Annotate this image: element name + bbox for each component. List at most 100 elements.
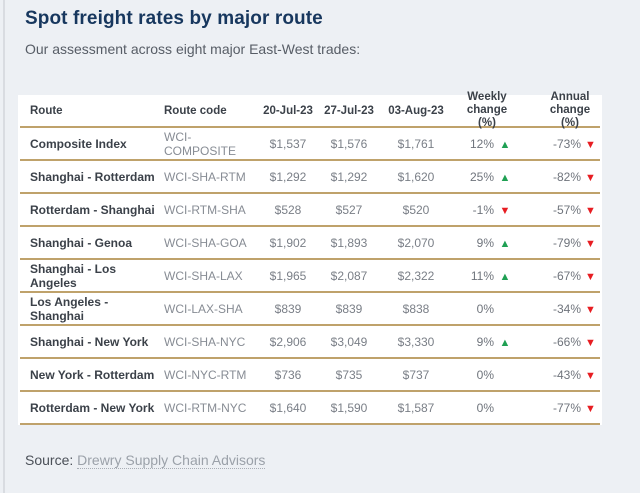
weekly-change-cell: 12% ▲ <box>450 135 516 153</box>
weekly-change-cell: 0% <box>450 302 516 316</box>
rate-27-jul-23: $1,292 <box>330 169 368 184</box>
down-triangle-icon: ▼ <box>499 204 511 217</box>
rate-03-aug-23: $1,620 <box>397 169 435 184</box>
annual-header-line1: Annual <box>550 91 590 103</box>
weekly-change-cell: 9% ▲ <box>450 333 516 351</box>
annual-change-value: -43% <box>552 367 581 382</box>
up-triangle-icon: ▲ <box>499 336 511 349</box>
rate-20-jul-23: $2,906 <box>269 334 307 349</box>
table-body: Composite Index WCI-COMPOSITE $1,537 $1,… <box>20 128 600 425</box>
down-triangle-icon: ▼ <box>585 270 596 283</box>
table-row: Shanghai - Rotterdam WCI-SHA-RTM $1,292 … <box>20 161 600 194</box>
route-name: Shanghai - Genoa <box>30 235 133 250</box>
route-code: WCI-RTM-NYC <box>164 400 247 415</box>
weekly-change-value: 25% <box>469 169 494 184</box>
annual-change-value: -77% <box>552 400 581 415</box>
table-row: Shanghai - Los Angeles WCI-SHA-LAX $1,96… <box>20 260 600 293</box>
annual-change-cell: -73% ▼ <box>516 135 600 153</box>
annual-change-value: -66% <box>552 334 581 349</box>
down-triangle-icon: ▼ <box>585 336 596 349</box>
col-header-route-code: Route code <box>164 104 227 117</box>
source-link[interactable]: Drewry Supply Chain Advisors <box>77 452 266 469</box>
weekly-change-value: 12% <box>469 136 494 151</box>
annual-change-value: -67% <box>552 268 581 283</box>
rate-20-jul-23: $1,640 <box>269 400 307 415</box>
annual-change-cell: -34% ▼ <box>516 300 600 318</box>
rate-03-aug-23: $2,322 <box>397 268 435 283</box>
col-header-date-2: 27-Jul-23 <box>324 104 374 117</box>
annual-change-cell: -79% ▼ <box>516 234 600 252</box>
weekly-change-value: 11% <box>470 268 494 283</box>
route-code: WCI-COMPOSITE <box>164 129 237 158</box>
weekly-change-cell: -1% ▼ <box>450 201 516 219</box>
rate-20-jul-23: $528 <box>274 202 302 217</box>
rate-27-jul-23: $839 <box>335 301 363 316</box>
up-triangle-icon: ▲ <box>499 138 511 151</box>
col-header-weekly-change: Weekly change (%) <box>450 91 516 130</box>
annual-change-cell: -66% ▼ <box>516 333 600 351</box>
route-code: WCI-SHA-NYC <box>164 334 246 349</box>
rate-27-jul-23: $1,576 <box>330 136 368 151</box>
up-triangle-icon: ▲ <box>499 237 511 250</box>
route-name: Shanghai - Los Angeles <box>30 261 117 290</box>
weekly-change-cell: 25% ▲ <box>450 168 516 186</box>
rate-03-aug-23: $1,761 <box>397 136 435 151</box>
route-name: Rotterdam - Shanghai <box>30 202 155 217</box>
route-code: WCI-SHA-LAX <box>164 268 243 283</box>
rate-20-jul-23: $736 <box>274 367 302 382</box>
down-triangle-icon: ▼ <box>585 171 596 184</box>
source-label: Source: <box>25 452 74 468</box>
source-line: Source: Drewry Supply Chain Advisors <box>25 452 266 469</box>
col-header-route: Route <box>30 104 63 117</box>
weekly-change-cell: 9% ▲ <box>450 234 516 252</box>
window-edge-divider <box>3 0 5 493</box>
down-triangle-icon: ▼ <box>585 138 596 151</box>
rate-27-jul-23: $1,893 <box>330 235 368 250</box>
weekly-change-value: 0% <box>476 400 494 415</box>
rate-03-aug-23: $737 <box>402 367 430 382</box>
table-row: Rotterdam - New York WCI-RTM-NYC $1,640 … <box>20 392 600 425</box>
table-row: Composite Index WCI-COMPOSITE $1,537 $1,… <box>20 128 600 161</box>
table-row: New York - Rotterdam WCI-NYC-RTM $736 $7… <box>20 359 600 392</box>
rate-27-jul-23: $1,590 <box>330 400 368 415</box>
weekly-change-value: 9% <box>476 235 494 250</box>
down-triangle-icon: ▼ <box>585 237 596 250</box>
col-header-date-3: 03-Aug-23 <box>388 104 444 117</box>
down-triangle-icon: ▼ <box>585 204 596 217</box>
rate-20-jul-23: $1,292 <box>269 169 307 184</box>
route-code: WCI-NYC-RTM <box>164 367 247 382</box>
col-header-annual-change: Annual change (%) <box>516 91 600 130</box>
weekly-change-cell: 11% ▲ <box>450 267 516 285</box>
annual-header-line2: change (%) <box>549 104 591 129</box>
rate-27-jul-23: $735 <box>335 367 363 382</box>
table-header-row: Route Route code 20-Jul-23 27-Jul-23 03-… <box>20 91 600 129</box>
rate-20-jul-23: $1,902 <box>269 235 307 250</box>
annual-change-value: -73% <box>552 136 581 151</box>
rate-03-aug-23: $3,330 <box>397 334 435 349</box>
route-code: WCI-RTM-SHA <box>164 202 246 217</box>
route-code: WCI-LAX-SHA <box>164 301 243 316</box>
page-subtitle: Our assessment across eight major East-W… <box>25 41 361 57</box>
rate-03-aug-23: $2,070 <box>397 235 435 250</box>
up-triangle-icon: ▲ <box>499 270 511 283</box>
annual-change-cell: -43% ▼ <box>516 366 600 384</box>
annual-change-value: -82% <box>552 169 581 184</box>
table-row: Shanghai - New York WCI-SHA-NYC $2,906 $… <box>20 326 600 359</box>
route-name: Los Angeles - Shanghai <box>30 294 109 323</box>
annual-change-value: -34% <box>552 301 581 316</box>
down-triangle-icon: ▼ <box>585 369 596 382</box>
annual-change-value: -57% <box>552 202 581 217</box>
annual-change-cell: -67% ▼ <box>516 267 600 285</box>
rate-27-jul-23: $3,049 <box>330 334 368 349</box>
weekly-header-line1: Weekly <box>467 91 507 103</box>
rate-03-aug-23: $520 <box>402 202 430 217</box>
route-name: New York - Rotterdam <box>30 367 155 382</box>
rate-03-aug-23: $1,587 <box>397 400 435 415</box>
table-row: Los Angeles - Shanghai WCI-LAX-SHA $839 … <box>20 293 600 326</box>
route-name: Rotterdam - New York <box>30 400 155 415</box>
weekly-change-value: 9% <box>476 334 494 349</box>
rate-03-aug-23: $838 <box>402 301 430 316</box>
route-name: Shanghai - New York <box>30 334 149 349</box>
annual-change-cell: -57% ▼ <box>516 201 600 219</box>
rate-20-jul-23: $839 <box>274 301 302 316</box>
